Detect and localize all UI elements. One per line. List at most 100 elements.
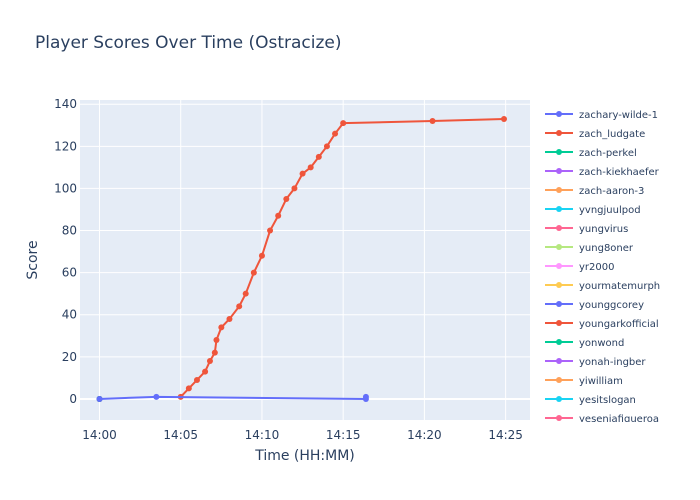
data-point bbox=[291, 185, 298, 192]
data-point bbox=[213, 337, 220, 343]
x-axis-title: Time (HH:MM) bbox=[254, 448, 355, 464]
y-tick-label: 60 bbox=[62, 266, 77, 280]
data-point bbox=[315, 153, 322, 160]
legend-item[interactable]: yeseniafigueroa bbox=[545, 414, 659, 425]
series-zachary-wilde-1 bbox=[96, 393, 369, 402]
legend-marker-swatch bbox=[556, 149, 562, 155]
legend-label: zach-perkel bbox=[579, 148, 637, 159]
y-tick-label: 100 bbox=[54, 181, 77, 195]
chart-title: Player Scores Over Time (Ostracize) bbox=[35, 33, 342, 53]
data-point bbox=[96, 395, 103, 402]
legend-marker-swatch bbox=[556, 225, 562, 231]
data-point bbox=[153, 393, 160, 400]
legend-item[interactable]: yourmatemurph bbox=[545, 281, 660, 292]
legend-label: zach-aaron-3 bbox=[579, 186, 644, 197]
legend-item[interactable]: yvngjuulpod bbox=[545, 205, 641, 216]
legend-item[interactable]: yungvirus bbox=[545, 224, 628, 235]
legend-item[interactable]: zach_ludgate bbox=[545, 129, 645, 140]
data-point bbox=[340, 120, 347, 127]
data-point bbox=[242, 290, 249, 297]
x-tick-label: 14:25 bbox=[488, 428, 523, 442]
legend-label: zach-kiekhaefer bbox=[579, 167, 660, 178]
data-point bbox=[332, 130, 339, 137]
y-tick-label: 0 bbox=[69, 392, 77, 406]
data-point bbox=[501, 115, 508, 122]
data-point bbox=[299, 170, 306, 177]
grid-lines bbox=[80, 100, 530, 420]
data-point bbox=[258, 252, 265, 259]
data-point bbox=[323, 143, 330, 150]
legend-marker-swatch bbox=[556, 339, 562, 345]
legend-label: yung8oner bbox=[579, 243, 634, 254]
legend-marker-swatch bbox=[556, 320, 562, 326]
data-point bbox=[236, 303, 243, 310]
data-point bbox=[202, 368, 209, 375]
legend-label: yourmatemurph bbox=[579, 281, 660, 292]
legend-item[interactable]: yonwond bbox=[545, 338, 624, 349]
legend[interactable]: zachary-wilde-1 zach_ludgate zach-perkel za… bbox=[540, 100, 670, 425]
data-point bbox=[267, 227, 274, 234]
legend-label: yvngjuulpod bbox=[579, 205, 641, 216]
x-tick-label: 14:05 bbox=[163, 428, 198, 442]
legend-box bbox=[540, 100, 670, 422]
y-tick-label: 40 bbox=[62, 308, 77, 322]
plot-background bbox=[80, 100, 530, 420]
legend-item[interactable]: yonah-ingber bbox=[545, 357, 646, 368]
legend-item[interactable]: younggcorey bbox=[545, 300, 644, 311]
legend-label: yesitslogan bbox=[579, 395, 636, 406]
legend-label: zach_ludgate bbox=[579, 129, 645, 140]
legend-item[interactable]: zachary-wilde-1 bbox=[545, 110, 658, 121]
legend-item[interactable]: yiwilliam bbox=[545, 376, 623, 387]
legend-item[interactable]: zach-perkel bbox=[545, 148, 637, 159]
data-point bbox=[206, 358, 213, 365]
legend-label: youngarkofficial bbox=[579, 319, 659, 330]
legend-marker-swatch bbox=[556, 206, 562, 212]
legend-items: zachary-wilde-1 zach_ludgate zach-perkel za… bbox=[545, 110, 660, 425]
legend-marker-swatch bbox=[556, 415, 562, 421]
data-point bbox=[226, 315, 233, 322]
legend-marker-swatch bbox=[556, 263, 562, 269]
data-point bbox=[218, 324, 225, 331]
x-tick-label: 14:10 bbox=[245, 428, 280, 442]
x-axis-ticks: 14:00 14:05 14:10 14:15 14:20 14:25 bbox=[82, 428, 523, 442]
legend-marker-swatch bbox=[556, 244, 562, 250]
legend-item[interactable]: yung8oner bbox=[545, 243, 634, 254]
data-point bbox=[193, 377, 200, 383]
legend-marker-swatch bbox=[556, 111, 562, 117]
legend-label: yr2000 bbox=[579, 262, 614, 273]
series-layer bbox=[96, 115, 508, 402]
data-point bbox=[250, 269, 257, 276]
legend-marker-swatch bbox=[556, 168, 562, 174]
legend-marker-swatch bbox=[556, 396, 562, 402]
legend-item[interactable]: youngarkofficial bbox=[545, 319, 659, 330]
x-tick-label: 14:00 bbox=[82, 428, 117, 442]
legend-item[interactable]: zach-aaron-3 bbox=[545, 186, 644, 197]
legend-label: yonwond bbox=[579, 338, 624, 349]
legend-label: yeseniafigueroa bbox=[579, 414, 659, 425]
legend-item[interactable]: zach-kiekhaefer bbox=[545, 167, 660, 178]
data-point bbox=[362, 393, 369, 400]
legend-marker-swatch bbox=[556, 282, 562, 288]
data-point bbox=[283, 195, 290, 202]
legend-label: yonah-ingber bbox=[579, 357, 646, 368]
legend-marker-swatch bbox=[556, 358, 562, 364]
legend-label: yungvirus bbox=[579, 224, 628, 235]
y-tick-label: 80 bbox=[62, 224, 77, 238]
data-point bbox=[211, 349, 218, 356]
series-zach_ludgate bbox=[177, 115, 508, 400]
legend-marker-swatch bbox=[556, 187, 562, 193]
data-point bbox=[307, 164, 314, 171]
legend-item[interactable]: yr2000 bbox=[545, 262, 614, 273]
x-tick-label: 14:15 bbox=[326, 428, 361, 442]
legend-item[interactable]: yesitslogan bbox=[545, 395, 636, 406]
legend-marker-swatch bbox=[556, 301, 562, 307]
y-axis-title: Score bbox=[25, 240, 41, 279]
y-tick-label: 120 bbox=[54, 139, 77, 153]
legend-label: zachary-wilde-1 bbox=[579, 110, 658, 121]
y-axis-ticks: 0 20 40 60 80 100 120 140 bbox=[54, 97, 77, 406]
data-point bbox=[429, 118, 436, 125]
x-tick-label: 14:20 bbox=[407, 428, 442, 442]
data-point bbox=[275, 212, 282, 219]
legend-label: younggcorey bbox=[579, 300, 644, 311]
